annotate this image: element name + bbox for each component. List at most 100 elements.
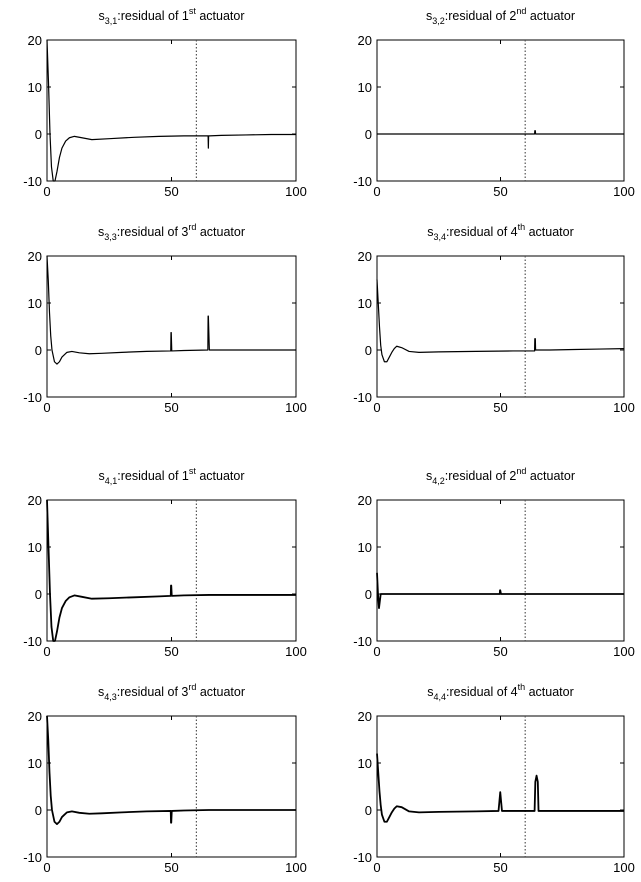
- title-base: s: [98, 685, 104, 699]
- x-tick-label: 100: [613, 184, 635, 199]
- title-end: actuator: [526, 9, 575, 23]
- y-tick-label: 0: [35, 343, 42, 358]
- title-subscript: 4,3: [104, 692, 117, 702]
- title-superscript: th: [518, 682, 526, 692]
- title-text: :residual of 1: [117, 9, 189, 23]
- x-tick-label: 50: [164, 860, 178, 875]
- y-tick-label: 20: [28, 33, 42, 48]
- axes-frame: [376, 39, 625, 182]
- subplot-title: s3,2:residual of 2nd actuator: [426, 6, 575, 26]
- y-tick-label: 20: [28, 493, 42, 508]
- x-tick-label: 100: [285, 400, 307, 415]
- subplot-title: s3,1:residual of 1st actuator: [99, 6, 245, 26]
- x-tick-label: 50: [493, 184, 507, 199]
- title-subscript: 3,1: [105, 16, 118, 26]
- title-base: s: [99, 469, 105, 483]
- title-base: s: [426, 9, 432, 23]
- y-tick-label: -10: [23, 634, 42, 649]
- title-base: s: [427, 225, 433, 239]
- y-tick-label: -10: [353, 390, 372, 405]
- y-tick-label: 10: [358, 296, 372, 311]
- x-tick-label: 100: [285, 860, 307, 875]
- x-tick-label: 50: [164, 184, 178, 199]
- axes-frame: [46, 715, 297, 858]
- x-tick-label: 0: [43, 400, 50, 415]
- subplot-title: s3,4:residual of 4th actuator: [427, 222, 574, 242]
- residual-series-line: [377, 130, 624, 135]
- title-text: :residual of 2: [445, 469, 517, 483]
- y-tick-label: 10: [358, 756, 372, 771]
- x-tick-label: 0: [373, 400, 380, 415]
- residual-series-line: [46, 499, 296, 642]
- x-tick-label: 0: [43, 184, 50, 199]
- title-text: :residual of 2: [445, 9, 517, 23]
- x-tick-label: 50: [493, 400, 507, 415]
- title-superscript: th: [518, 222, 526, 232]
- x-tick-label: 50: [164, 400, 178, 415]
- x-tick-label: 0: [373, 184, 380, 199]
- y-tick-label: 10: [28, 296, 42, 311]
- y-tick-label: 0: [35, 587, 42, 602]
- x-tick-label: 100: [613, 400, 635, 415]
- y-tick-label: 20: [358, 33, 372, 48]
- y-tick-label: 20: [28, 249, 42, 264]
- title-superscript: rd: [188, 682, 196, 692]
- x-tick-label: 100: [285, 644, 307, 659]
- y-tick-label: -10: [23, 850, 42, 865]
- residual-series-line: [46, 39, 296, 182]
- title-end: actuator: [525, 685, 574, 699]
- title-subscript: 4,2: [432, 476, 445, 486]
- x-tick-label: 100: [613, 860, 635, 875]
- y-tick-label: -10: [23, 174, 42, 189]
- x-tick-label: 50: [164, 644, 178, 659]
- x-tick-label: 0: [43, 644, 50, 659]
- y-tick-label: 0: [365, 127, 372, 142]
- title-end: actuator: [196, 685, 245, 699]
- x-tick-label: 0: [373, 860, 380, 875]
- y-tick-label: 10: [28, 80, 42, 95]
- residual-series-line: [46, 255, 296, 365]
- residual-series-line: [376, 753, 624, 823]
- title-base: s: [427, 685, 433, 699]
- title-superscript: rd: [188, 222, 196, 232]
- title-end: actuator: [196, 9, 245, 23]
- title-superscript: st: [189, 6, 197, 16]
- title-text: :residual of 3: [117, 225, 189, 239]
- axes-frame: [376, 715, 625, 858]
- x-tick-label: 0: [373, 644, 380, 659]
- title-base: s: [426, 469, 432, 483]
- y-tick-label: 0: [365, 343, 372, 358]
- title-text: :residual of 1: [117, 469, 189, 483]
- axes-frame: [376, 499, 625, 642]
- axes-frame: [46, 39, 297, 182]
- x-tick-label: 100: [285, 184, 307, 199]
- title-text: :residual of 3: [117, 685, 189, 699]
- title-subscript: 3,3: [104, 232, 117, 242]
- residual-series-line: [376, 279, 625, 363]
- residual-series-line: [376, 572, 624, 609]
- y-tick-label: 10: [358, 540, 372, 555]
- y-tick-label: 20: [358, 709, 372, 724]
- title-end: actuator: [526, 469, 575, 483]
- title-superscript: nd: [516, 6, 526, 16]
- axes-frame: [376, 255, 625, 398]
- y-tick-label: 20: [358, 493, 372, 508]
- y-tick-label: -10: [353, 850, 372, 865]
- title-text: :residual of 4: [446, 685, 518, 699]
- subplot-title: s4,4:residual of 4th actuator: [427, 682, 574, 702]
- residual-series-line: [46, 715, 296, 825]
- title-subscript: 3,4: [434, 232, 447, 242]
- title-end: actuator: [196, 469, 245, 483]
- subplot-title: s4,2:residual of 2nd actuator: [426, 466, 575, 486]
- title-subscript: 4,1: [105, 476, 118, 486]
- y-tick-label: 10: [28, 540, 42, 555]
- y-tick-label: -10: [353, 634, 372, 649]
- y-tick-label: 0: [365, 587, 372, 602]
